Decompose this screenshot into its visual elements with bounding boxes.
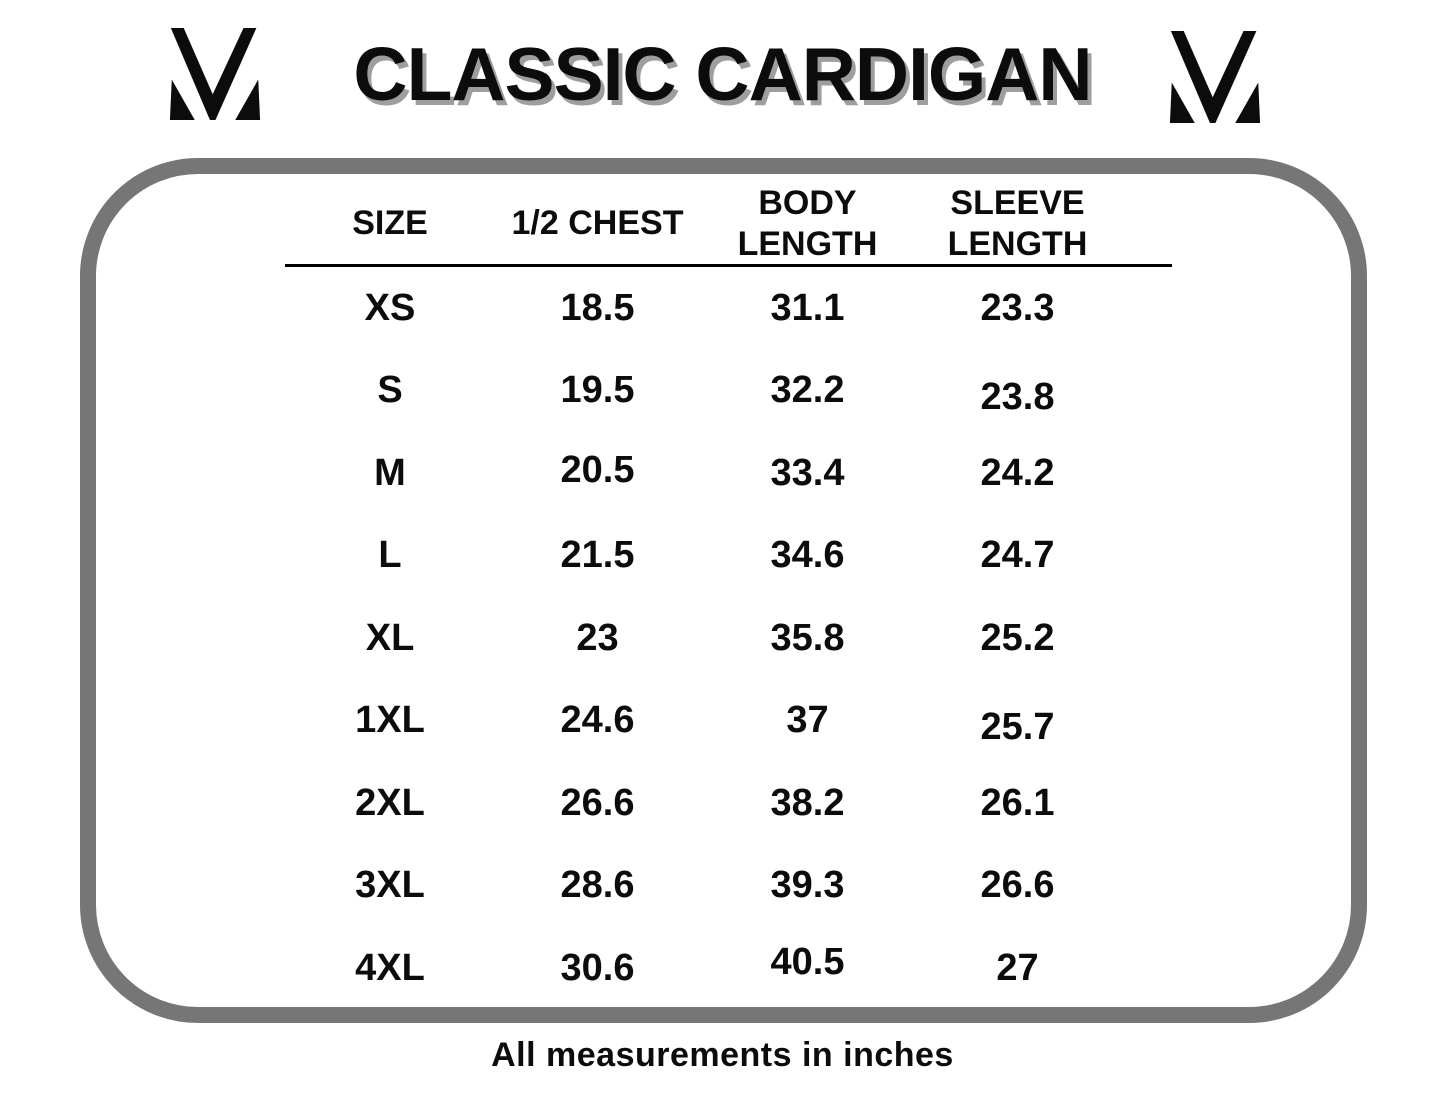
cell-body-length: 40.5: [770, 940, 845, 983]
header-divider: [285, 264, 1172, 267]
column-header-sleeve-length-label: SLEEVE LENGTH: [947, 184, 1088, 263]
cell-size: M: [374, 451, 406, 494]
cell-size: XS: [364, 286, 416, 329]
table-row: S 19.5 32.2 23.8: [285, 350, 1120, 433]
footer-note: All measurements in inches: [491, 1036, 954, 1074]
table-row: 3XL 28.6 39.3 26.6: [285, 845, 1120, 928]
brand-logo-left: [167, 28, 263, 120]
table-row: 2XL 26.6 38.2 26.1: [285, 762, 1120, 845]
cell-body-length: 35.8: [770, 616, 845, 659]
table-row: 4XL 30.6 40.5 27: [285, 927, 1120, 1010]
cell-body-length: 31.1: [770, 286, 845, 329]
column-header-body-length: BODY LENGTH: [720, 183, 895, 263]
table-header-row: SIZE 1/2 CHEST BODY LENGTH SLEEVE LENGTH: [285, 183, 1120, 264]
cell-sleeve-length: 24.2: [980, 451, 1055, 494]
m-monogram-icon: [169, 28, 261, 120]
cell-sleeve-length: 23.3: [980, 286, 1055, 329]
cell-sleeve-length: 25.2: [980, 616, 1055, 659]
page-title: CLASSIC CARDIGAN: [353, 32, 1092, 116]
cell-half-chest: 19.5: [560, 369, 635, 412]
column-header-half-chest-label: 1/2 CHEST: [511, 204, 684, 243]
cell-half-chest: 21.5: [560, 534, 635, 577]
cell-size: 2XL: [355, 781, 425, 824]
cell-sleeve-length: 27: [996, 946, 1039, 989]
cell-half-chest: 26.6: [560, 781, 635, 824]
cell-half-chest: 28.6: [560, 864, 635, 907]
cell-size: S: [377, 369, 403, 412]
size-chart-frame: [80, 158, 1367, 1023]
table-row: L 21.5 34.6 24.7: [285, 515, 1120, 598]
cell-sleeve-length: 26.1: [980, 781, 1055, 824]
cell-sleeve-length: 26.6: [980, 864, 1055, 907]
cell-sleeve-length: 24.7: [980, 534, 1055, 577]
cell-size: XL: [365, 616, 415, 659]
cell-size: 4XL: [355, 946, 425, 989]
column-header-size: SIZE: [352, 203, 428, 243]
cell-size: 3XL: [355, 864, 425, 907]
column-header-size-label: SIZE: [352, 204, 428, 243]
column-header-sleeve-length: SLEEVE LENGTH: [930, 183, 1105, 263]
cell-half-chest: 24.6: [560, 699, 635, 742]
table-row: M 20.5 33.4 24.2: [285, 432, 1120, 515]
cell-sleeve-length: 25.7: [980, 706, 1055, 749]
cell-size: L: [378, 534, 402, 577]
cell-half-chest: 18.5: [560, 286, 635, 329]
column-header-body-length-label: BODY LENGTH: [737, 184, 878, 263]
cell-body-length: 32.2: [770, 369, 845, 412]
cell-sleeve-length: 23.8: [980, 376, 1055, 419]
cell-half-chest: 30.6: [560, 946, 635, 989]
cell-body-length: 33.4: [770, 451, 845, 494]
cell-body-length: 39.3: [770, 864, 845, 907]
table-body: XS 18.5 31.1 23.3 S 19.5 32.2 23.8 M 20.…: [285, 267, 1175, 1010]
m-monogram-icon: [1169, 31, 1261, 123]
table-row: XL 23 35.8 25.2: [285, 597, 1120, 680]
brand-logo-right: [1167, 31, 1263, 123]
cell-body-length: 38.2: [770, 781, 845, 824]
cell-body-length: 34.6: [770, 534, 845, 577]
cell-half-chest: 20.5: [560, 448, 635, 491]
cell-body-length: 37: [786, 699, 829, 742]
size-chart-table: SIZE 1/2 CHEST BODY LENGTH SLEEVE LENGTH…: [285, 183, 1175, 1010]
column-header-half-chest: 1/2 CHEST: [512, 203, 684, 243]
table-row: XS 18.5 31.1 23.3: [285, 267, 1120, 350]
table-row: 1XL 24.6 37 25.7: [285, 680, 1120, 763]
cell-size: 1XL: [355, 699, 425, 742]
cell-half-chest: 23: [576, 616, 619, 659]
